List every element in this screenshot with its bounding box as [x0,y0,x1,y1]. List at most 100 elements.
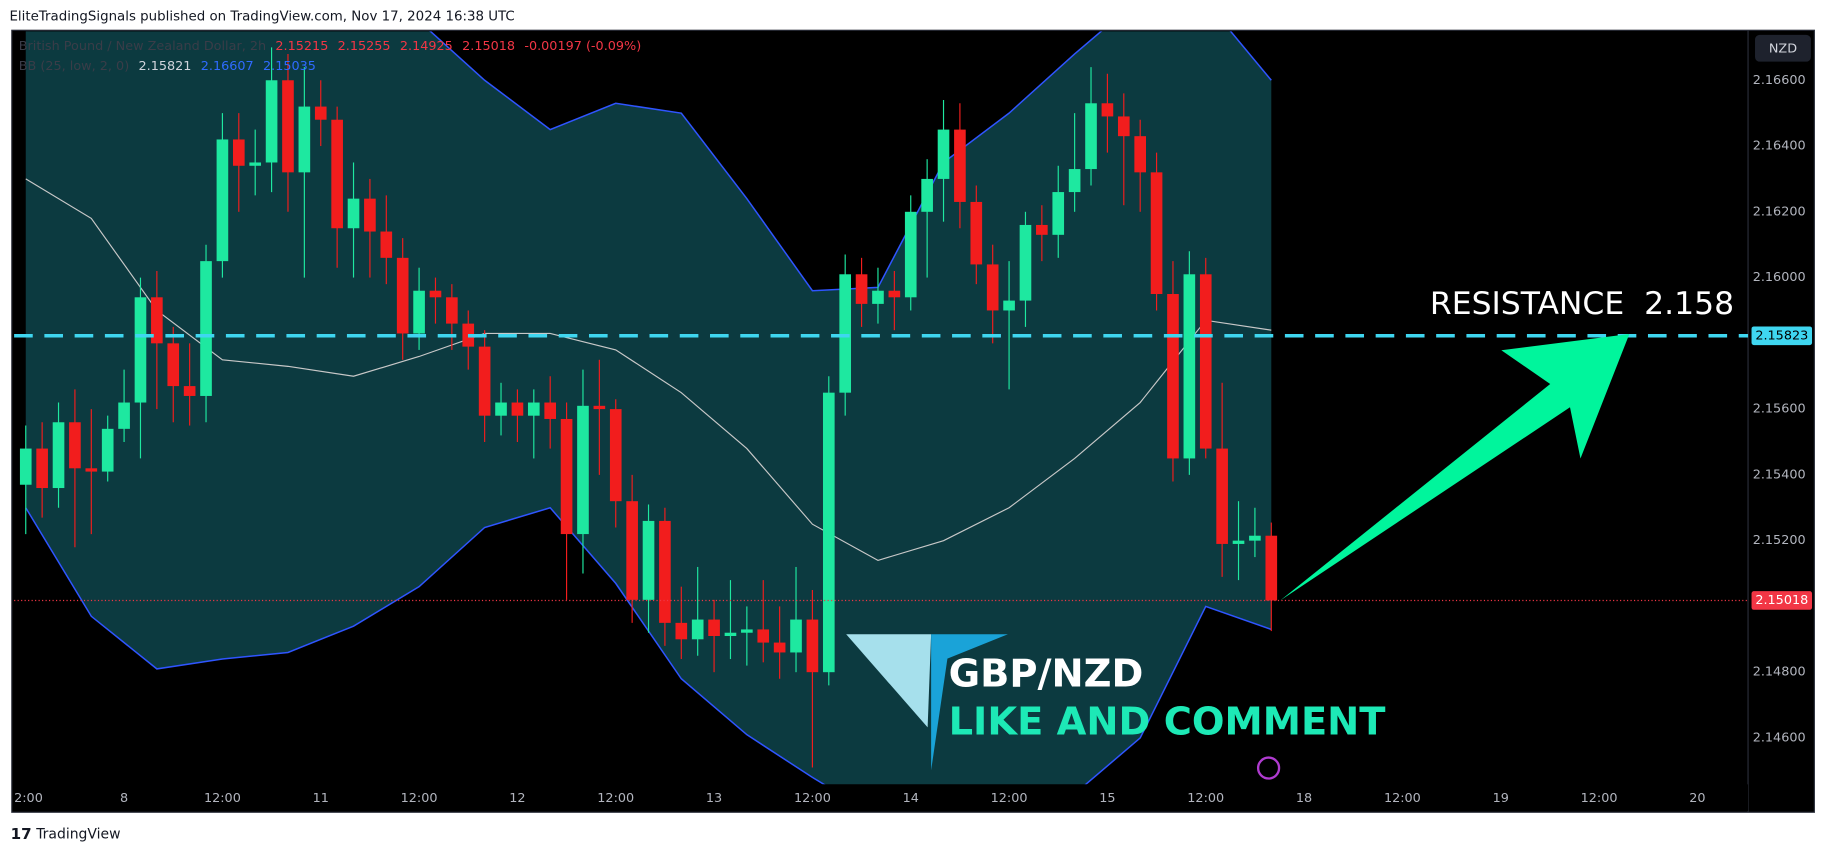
annotation-pair: GBP/NZD [949,652,1144,697]
x-tick-label: 20 [1689,791,1705,806]
alert-icon [1256,756,1281,780]
candle-body [495,402,507,416]
candle-body [1068,169,1081,193]
logo-light [846,634,932,728]
candle-body [839,274,852,393]
candle-body [626,501,638,600]
candle-body [577,405,589,535]
last-price-tag [1751,591,1813,610]
overlay: 2:00 8 12:00 11 12:00 12 12:00 13 12:00 14 12:00 15… [12,39,1813,812]
candle-body [904,211,917,298]
resistance-price: 2.15823 [1755,328,1808,343]
legend-change: -0.00197 (-0.09%) [524,39,641,54]
candle-body [232,139,245,166]
legend-symbol: British Pound / New Zealand Dollar, 2h [19,39,266,54]
y-tick-label: 2.16600 [1753,73,1806,88]
footer-brand: TradingView [35,826,120,842]
candle-body [921,178,933,212]
candle-body [757,629,770,643]
currency-button[interactable] [1755,34,1811,62]
candle-body [1167,294,1179,459]
candle-body [19,448,32,485]
candle-body [675,622,688,640]
candle-body [511,402,524,416]
candle-body [151,297,163,344]
y-tick-label: 2.16000 [1753,270,1806,285]
x-tick-label: 13 [706,791,722,806]
x-tick-label: 12 [509,791,525,806]
x-tick-label: 12:00 [204,791,241,806]
time-axis [12,784,1749,812]
candle-body [413,290,425,334]
candle-body [1117,116,1130,137]
candle-body [429,290,442,298]
legend-indicator: BB (25, low, 2, 0) [19,59,129,74]
candle-body [314,106,327,120]
candle-body [986,264,999,311]
candle-body [773,642,786,653]
legend-high: 2.15255 [338,39,391,54]
candle-body [200,261,212,396]
annotation-cta: LIKE AND COMMENT [949,699,1386,744]
candle-body [364,198,376,232]
candle-body [659,520,671,623]
x-tick-label: 12:00 [1187,791,1224,806]
x-tick-label: 8 [120,791,128,806]
candle-body [1134,136,1147,173]
legend-open: 2.15215 [275,39,328,54]
y-tick-label: 2.16400 [1753,139,1806,154]
x-tick-label: 12:00 [1384,791,1421,806]
candle-body [69,422,81,469]
y-tick-label: 2.15600 [1753,402,1806,417]
candle-body [1183,274,1196,459]
candle-body [1150,172,1163,295]
x-tick-label: 15 [1099,791,1115,806]
candle-body [1265,535,1278,601]
legend-close: 2.15018 [462,39,515,54]
x-tick-label: 12:00 [1581,791,1618,806]
candle-body [265,80,278,163]
legend-basis: 2.15821 [139,59,192,74]
candle-body [347,198,360,229]
candle-body [642,520,655,600]
candle-body [331,119,343,229]
candle-body [593,405,606,410]
legend-lower: 2.15035 [263,59,316,74]
candle-body [183,386,196,396]
candle-body [855,274,868,304]
candle-body [1052,192,1065,235]
logo-blue [931,634,1008,771]
candle-body [609,409,622,502]
y-tick-label: 2.14600 [1753,730,1806,745]
candle-body [822,392,835,673]
candle-body [167,343,180,387]
candle-body [741,629,753,633]
x-tick-label: 18 [1296,791,1312,806]
candle-body [446,297,458,324]
y-tick-label: 2.14800 [1753,665,1806,680]
currency-label: NZD [1769,41,1797,56]
candle-body [1216,448,1228,544]
legend-upper: 2.16607 [201,59,254,74]
candle-body [527,402,540,416]
candle-body [790,619,802,653]
candle-body [1085,103,1097,170]
footer-logo: 17 [11,825,32,843]
candle-body [970,201,983,265]
x-tick-label: 2:00 [14,791,43,806]
candle-body [52,422,65,489]
candle-body [396,257,409,334]
last-price-label: 2.15018 [1755,593,1808,608]
candle-body [101,428,114,472]
x-tick-label: 14 [903,791,919,806]
candle-body [118,402,130,429]
legend-low: 2.14925 [400,39,453,54]
candle-body [85,468,98,472]
candle-body [560,418,573,535]
candle-body [724,632,737,637]
x-tick-label: 12:00 [794,791,831,806]
y-tick-label: 2.15400 [1753,467,1806,482]
candle-body [1036,224,1048,235]
candle-body [1003,300,1015,311]
candle-body [872,290,884,304]
